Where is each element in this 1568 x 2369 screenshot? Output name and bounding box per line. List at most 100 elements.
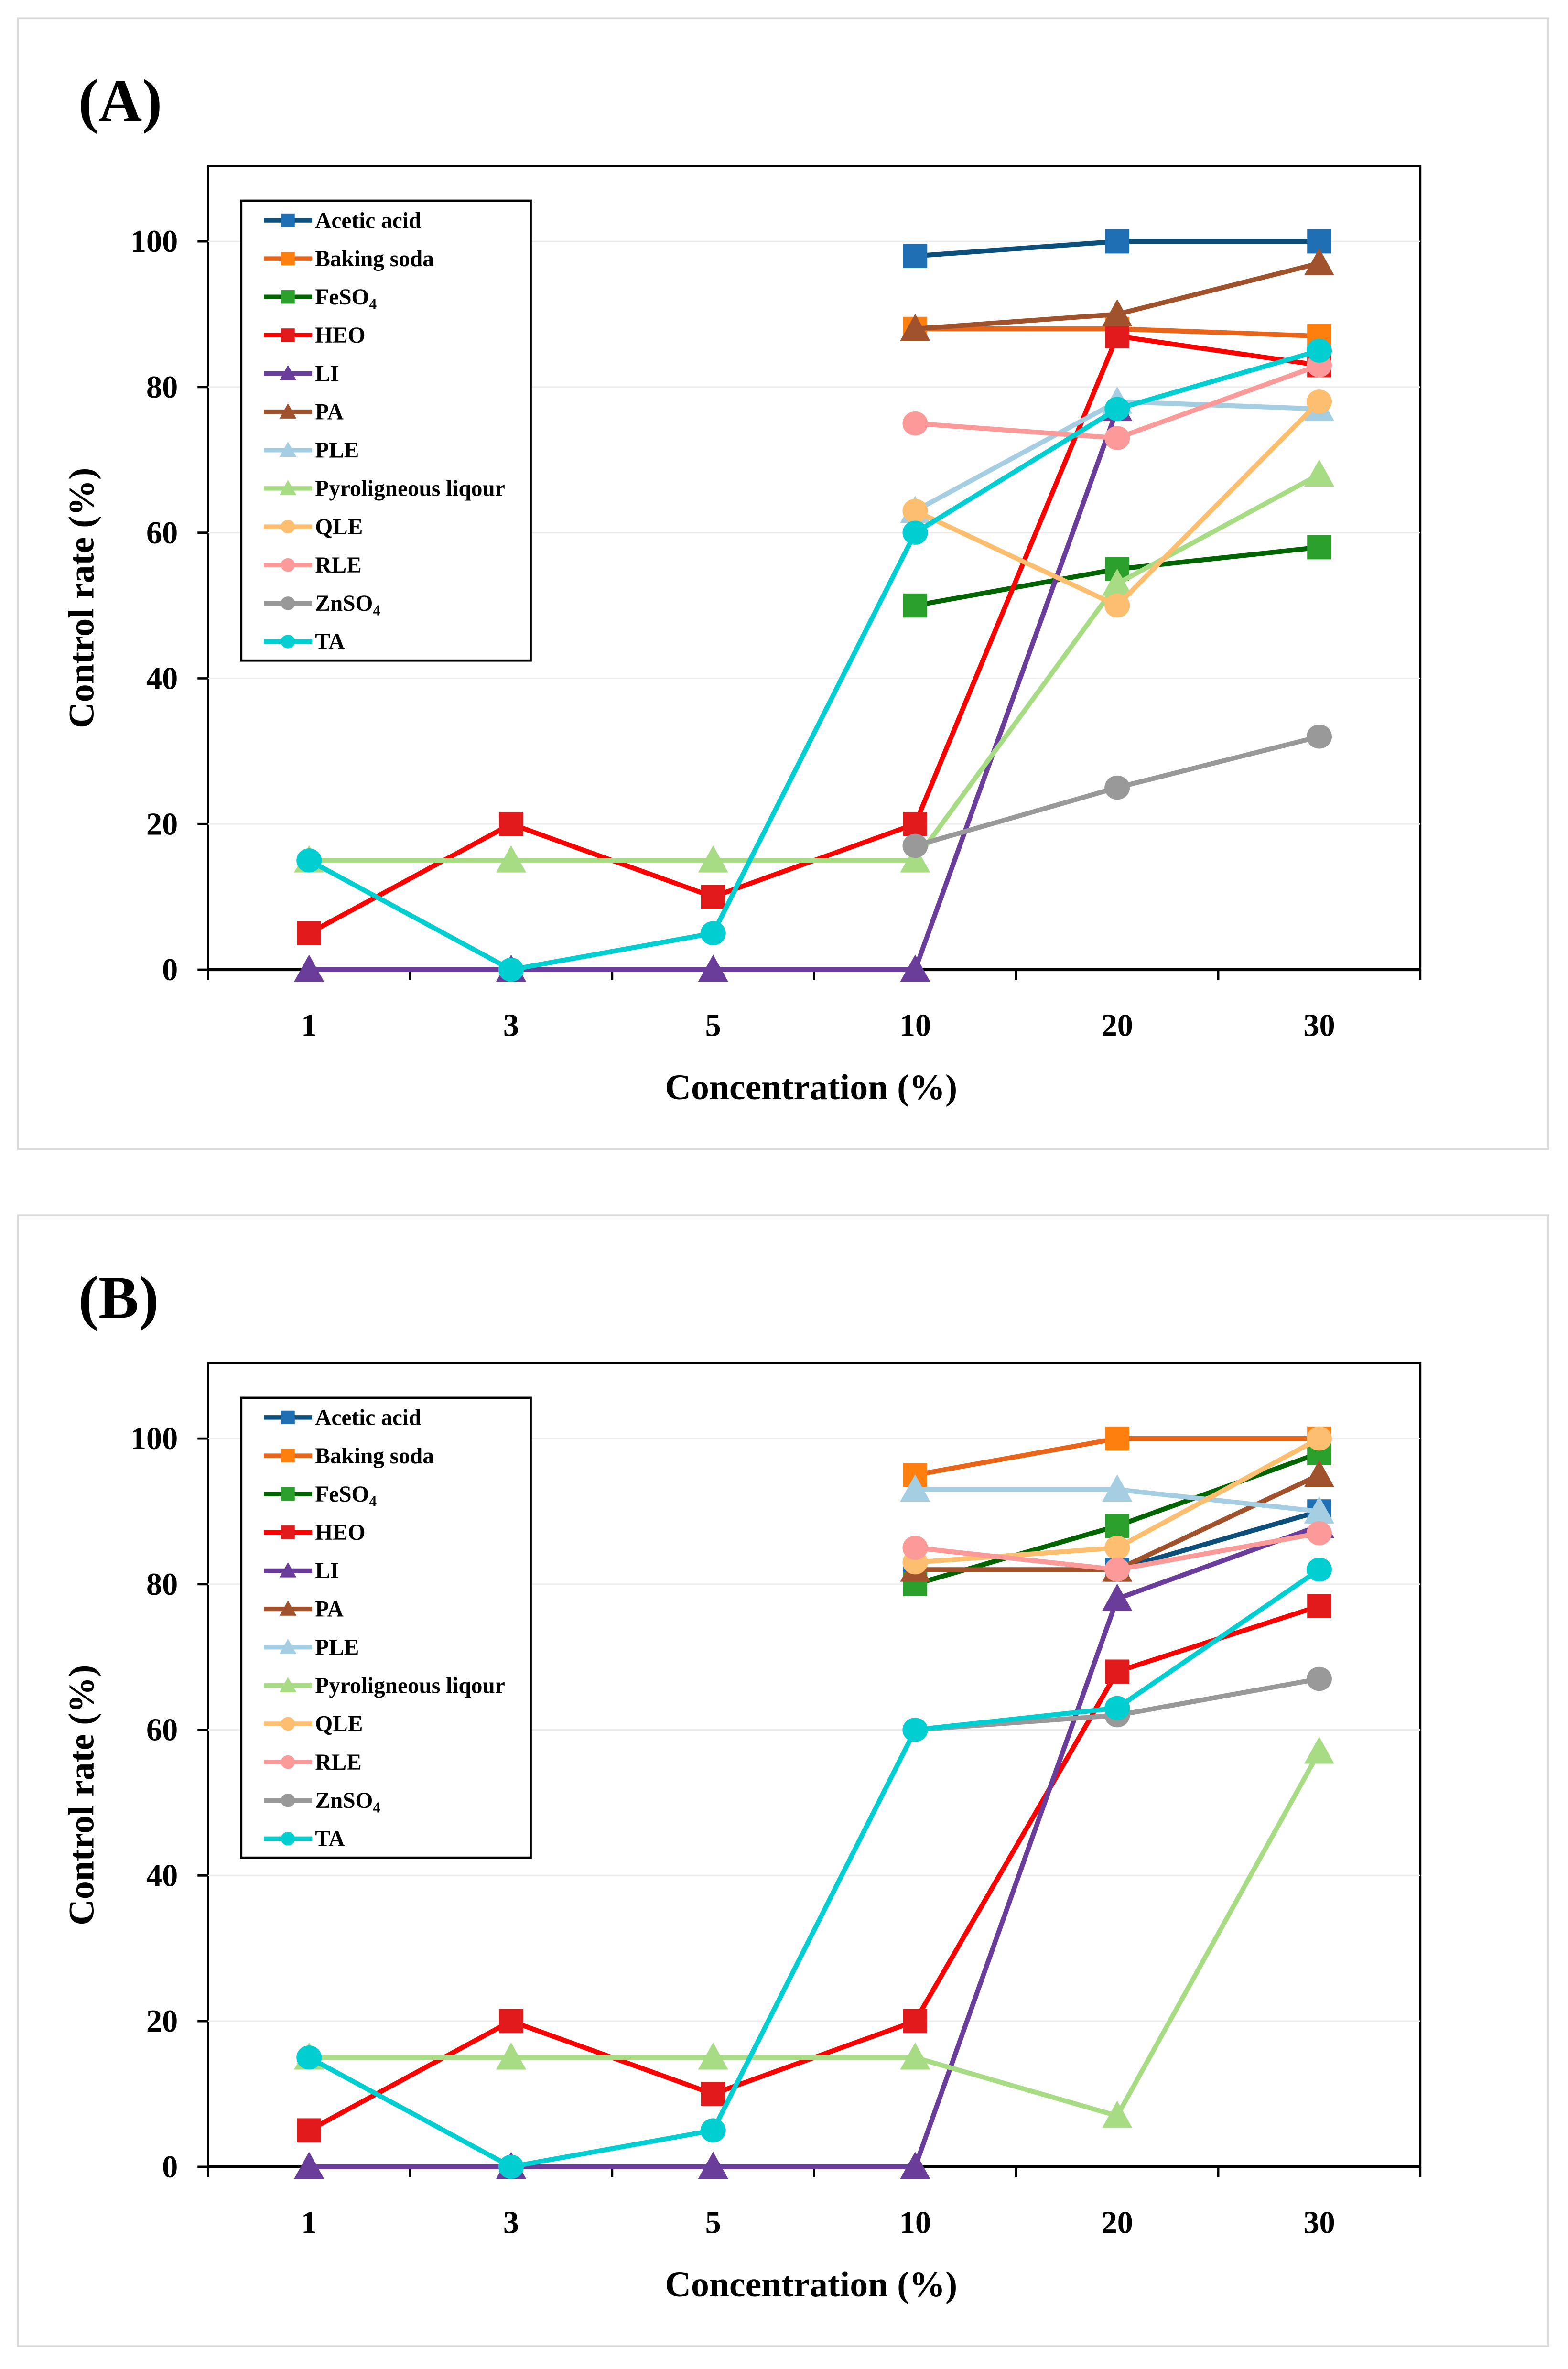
y-tick-label: 80	[146, 370, 178, 405]
legend-marker	[281, 1410, 295, 1425]
legend-marker	[281, 519, 295, 534]
legend-entry: QLE	[264, 1712, 363, 1737]
data-point	[1105, 1514, 1129, 1538]
legend-marker	[279, 365, 297, 380]
x-tick-label: 30	[1303, 2206, 1335, 2240]
data-point	[1105, 1659, 1129, 1684]
data-point	[1104, 593, 1130, 618]
legend-marker	[279, 1600, 297, 1616]
data-point	[698, 954, 728, 982]
data-point	[1104, 775, 1130, 800]
legend-entry: Pyroligneous liqour	[264, 1674, 505, 1698]
legend-marker	[281, 635, 295, 649]
data-point	[1102, 2100, 1133, 2128]
legend-label: QLE	[315, 515, 363, 540]
series-ple	[900, 1474, 1335, 1524]
data-point	[1102, 568, 1133, 596]
data-point	[1304, 1460, 1335, 1487]
series-ta	[296, 1558, 1332, 2179]
data-point	[900, 2152, 930, 2179]
data-point	[902, 520, 928, 545]
data-point	[698, 845, 728, 873]
data-point	[1306, 389, 1332, 414]
legend-box	[240, 1396, 532, 1859]
legend-label: Pyroligneous liqour	[315, 1674, 505, 1698]
legend-marker	[279, 442, 297, 457]
y-tick-label: 20	[146, 807, 178, 842]
data-point	[1307, 535, 1331, 560]
series-qle	[902, 389, 1332, 618]
data-point	[903, 593, 928, 618]
series-li	[294, 1511, 1335, 2179]
data-point	[1306, 725, 1332, 749]
legend-entry: RLE	[264, 553, 362, 578]
legend-entry: Baking soda	[264, 1444, 434, 1469]
data-point	[1304, 248, 1335, 276]
series-znso4	[902, 725, 1332, 858]
y-axis-title: Control rate (%)	[62, 1665, 102, 1925]
legend-entry: Baking soda	[264, 247, 434, 271]
legend-marker	[281, 1755, 295, 1769]
data-point	[496, 845, 527, 873]
legend-label: PLE	[315, 438, 359, 463]
data-point	[1306, 1426, 1332, 1451]
legend: Acetic acid Baking soda FeSO4 HEO LI PA PLE Pyr…	[240, 1396, 532, 1859]
data-point	[1104, 397, 1130, 421]
legend-marker	[281, 1717, 295, 1731]
data-point	[1102, 1474, 1133, 1502]
legend-marker	[281, 596, 295, 610]
data-point	[297, 921, 321, 945]
legend-label: FeSO4	[315, 285, 377, 312]
data-point	[900, 845, 930, 873]
legend-entry: PLE	[264, 1635, 359, 1660]
legend-marker	[279, 403, 297, 419]
data-point	[498, 2154, 524, 2179]
data-point	[900, 954, 930, 982]
series-line	[309, 1750, 1321, 2119]
legend-label: Acetic acid	[315, 208, 421, 233]
legend-marker	[279, 1562, 297, 1578]
data-point	[701, 2082, 725, 2106]
data-point	[1304, 1496, 1335, 1524]
data-point	[1105, 324, 1129, 348]
x-tick-label: 5	[705, 2206, 721, 2240]
legend-label: LI	[315, 1558, 339, 1583]
x-tick-label: 5	[705, 1008, 721, 1043]
x-tick-label: 10	[899, 2206, 931, 2240]
legend-entry: RLE	[264, 1750, 362, 1775]
legend-label: LI	[315, 361, 339, 386]
y-tick-label: 100	[130, 1421, 178, 1456]
data-point	[902, 833, 928, 858]
data-point	[900, 314, 930, 341]
data-point	[1104, 426, 1130, 450]
x-axis-title: Concentration (%)	[665, 1068, 957, 1107]
x-axis-title: Concentration (%)	[665, 2265, 957, 2304]
data-point	[1102, 299, 1133, 326]
data-point	[698, 2152, 728, 2179]
data-point	[1102, 1583, 1133, 1611]
legend-entry: FeSO4	[264, 1482, 377, 1509]
legend-entry: TA	[264, 1827, 345, 1851]
legend-marker	[281, 1794, 295, 1807]
data-point	[1304, 1736, 1335, 1764]
data-point	[1306, 1558, 1332, 1582]
legend-label: PA	[315, 1597, 344, 1622]
legend-marker	[281, 213, 295, 227]
data-point	[499, 811, 523, 836]
legend-entry: PLE	[264, 438, 359, 463]
data-point	[903, 811, 928, 836]
legend-marker	[281, 1832, 295, 1846]
legend-marker	[281, 1487, 295, 1501]
x-tick-label: 1	[301, 1008, 317, 1043]
legend-label: Baking soda	[315, 1444, 434, 1469]
y-tick-label: 40	[146, 1858, 178, 1893]
legend-label: FeSO4	[315, 1482, 377, 1509]
legend-entry: PA	[264, 1597, 344, 1622]
legend-marker	[281, 558, 295, 572]
legend-label: Baking soda	[315, 247, 434, 271]
data-point	[1105, 1426, 1129, 1451]
legend-marker	[281, 251, 295, 266]
x-tick-label: 30	[1303, 1008, 1335, 1043]
legend-box	[240, 199, 532, 662]
data-point	[496, 2042, 527, 2070]
